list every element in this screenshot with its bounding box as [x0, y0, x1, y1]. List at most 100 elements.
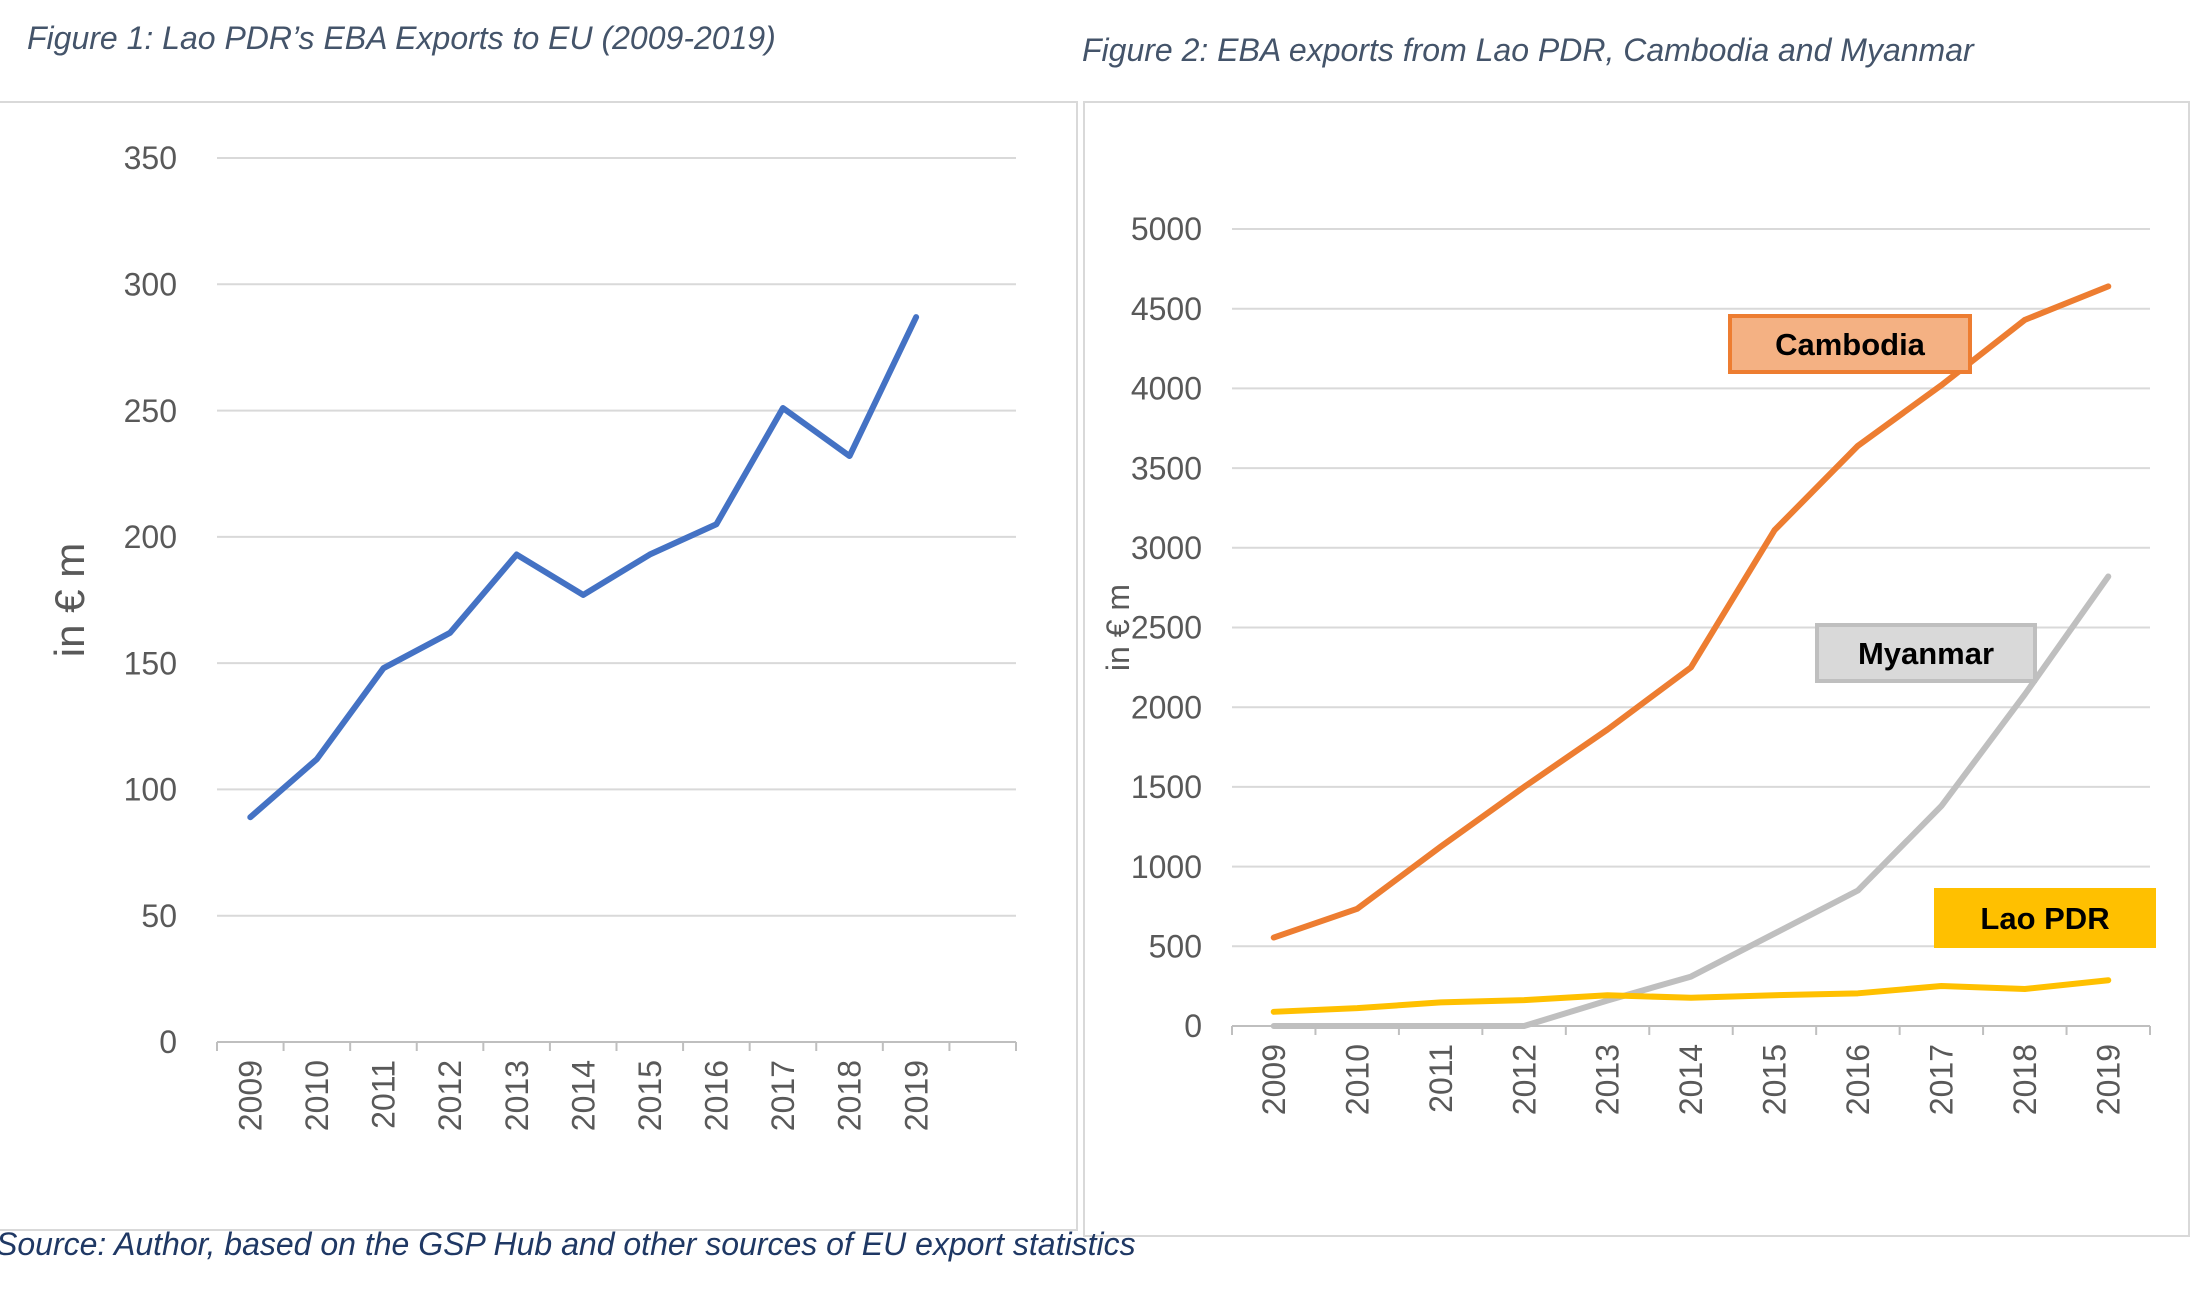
chart2-data-point-lao-pdr [2106, 978, 2111, 983]
chart2-data-point-cambodia [1605, 727, 1610, 732]
chart2-data-point-myanmar [1271, 1024, 1276, 1028]
chart2-xtick-label: 2010 [1339, 1044, 1375, 1115]
chart2-ytick-label: 5000 [1131, 211, 1202, 247]
series-label: Myanmar [1858, 636, 1994, 671]
chart2-xtick-label: 2018 [2007, 1044, 2043, 1115]
chart2-data-point-myanmar [1939, 804, 1944, 809]
chart1-svg: 0 50 100 150 200 250 300 350 2009 2010 2011 2012 201… [46, 140, 1017, 1131]
chart2-data-point-cambodia [2106, 284, 2111, 289]
chart2-series-line-cambodia [1270, 283, 2112, 941]
source-note: Source: Author, based on the GSP Hub and… [0, 1226, 1136, 1262]
chart2-data-point-cambodia [1855, 443, 1860, 448]
chart2-data-point-cambodia [1772, 528, 1777, 533]
chart2-xtick-label: 2017 [1924, 1044, 1960, 1115]
chart1-xtick-label: 2019 [898, 1060, 934, 1131]
chart2-data-point-myanmar [1772, 931, 1777, 936]
figure2-caption: Figure 2: EBA exports from Lao PDR, Camb… [1082, 32, 1974, 68]
chart1-ytick-label: 250 [124, 393, 177, 429]
chart1-frame: 0 50 100 150 200 250 300 350 2009 2010 2011 2012 201… [0, 101, 1078, 1231]
chart2-data-point-lao-pdr [1939, 983, 1944, 988]
chart2-ytick-label: 2500 [1131, 610, 1202, 646]
chart2-xtick-label: 2014 [1673, 1044, 1709, 1115]
chart2-data-point-myanmar [1522, 1024, 1527, 1028]
chart1-xtick-label: 2016 [699, 1060, 735, 1131]
chart1-ytick-label: 300 [124, 266, 177, 302]
chart2-data-point-cambodia [1271, 935, 1276, 940]
chart1-data-point-series [381, 666, 386, 671]
chart2-svg: 0 500 1000 1500 2000 2500 3000 3500 4000 4500 5000… [1100, 211, 2156, 1115]
chart2-ytick-label: 4500 [1131, 291, 1202, 327]
chart2-data-point-myanmar [1438, 1024, 1443, 1028]
chart2-data-point-myanmar [1855, 888, 1860, 893]
chart2-xtick-label: 2009 [1256, 1044, 1292, 1115]
chart2-xtick-label: 2015 [1757, 1044, 1793, 1115]
chart1-ytick-label: 200 [124, 519, 177, 555]
series-label-box [1728, 314, 1972, 374]
chart2-ytick-label: 1000 [1131, 849, 1202, 885]
chart2-data-point-lao-pdr [1355, 1006, 1360, 1011]
chart2-data-point-cambodia [1355, 906, 1360, 911]
chart2-ytick-label: 4000 [1131, 371, 1202, 407]
chart2-data-point-myanmar [1689, 974, 1693, 979]
chart1-xtick-label: 2012 [432, 1060, 468, 1131]
chart1-data-point-series [647, 552, 652, 557]
chart2-y-axis-title: in € m [1100, 584, 1136, 671]
chart1-xtick-label: 2014 [565, 1060, 601, 1131]
chart2-ytick-label: 500 [1149, 929, 1202, 965]
chart2-ytick-label: 2000 [1131, 689, 1202, 725]
chart1-series-line-series [247, 314, 920, 821]
chart2-data-point-myanmar [1355, 1024, 1360, 1028]
chart1-ytick-label: 100 [124, 772, 177, 808]
chart2-ytick-label: 0 [1184, 1008, 1202, 1044]
chart2-data-point-lao-pdr [1689, 995, 1693, 1000]
chart2-xtick-label: 2011 [1423, 1044, 1459, 1113]
chart2-data-point-cambodia [1438, 844, 1443, 849]
chart2-xtick-label: 2013 [1590, 1044, 1626, 1115]
chart2-data-point-lao-pdr [1855, 991, 1860, 996]
chart1-ytick-label: 0 [159, 1024, 177, 1060]
series-label: Lao PDR [1980, 901, 2109, 936]
chart1-xtick-label: 2010 [299, 1060, 335, 1131]
chart2-data-point-cambodia [1522, 784, 1527, 789]
chart2-data-point-lao-pdr [1605, 993, 1610, 998]
chart1-ytick-label: 50 [141, 898, 177, 934]
chart1-data-point-series [248, 815, 253, 820]
chart2-data-point-myanmar [2106, 574, 2111, 579]
chart2-data-point-lao-pdr [1271, 1009, 1276, 1014]
chart1-data-point-series [714, 522, 719, 527]
series-label-box [1815, 623, 2037, 683]
chart1-xtick-label: 2015 [632, 1060, 668, 1131]
chart2-data-point-lao-pdr [1438, 1000, 1443, 1005]
chart1-xtick-label: 2011 [366, 1060, 402, 1129]
chart2-ytick-label: 3500 [1131, 450, 1202, 486]
chart2-data-point-myanmar [2022, 692, 2027, 697]
chart2-ytick-label: 3000 [1131, 530, 1202, 566]
chart2-data-point-lao-pdr [1522, 998, 1527, 1003]
chart1-xtick-label: 2018 [832, 1060, 868, 1131]
figure1-caption: Figure 1: Lao PDR’s EBA Exports to EU (2… [27, 20, 776, 56]
chart1-y-axis-title: in € m [46, 543, 93, 657]
chart2-data-point-cambodia [2022, 317, 2027, 322]
chart1-data-point-series [847, 454, 852, 459]
series-label-box [1934, 888, 2156, 948]
chart1-data-point-series [448, 630, 453, 635]
chart1-data-point-series [914, 315, 919, 320]
chart1-xtick-label: 2013 [499, 1060, 535, 1131]
chart1-xtick-label: 2017 [765, 1060, 801, 1131]
chart1-data-point-series [780, 406, 785, 411]
chart2-xtick-label: 2016 [1840, 1044, 1876, 1115]
chart1-data-point-series [314, 757, 319, 762]
chart1-data-point-series [581, 592, 586, 597]
chart2-data-point-lao-pdr [1772, 993, 1777, 998]
chart1-ytick-label: 150 [124, 645, 177, 681]
chart1-xtick-label: 2009 [232, 1060, 268, 1131]
chart2-data-point-cambodia [1939, 383, 1944, 388]
chart2-data-point-cambodia [1689, 665, 1693, 670]
chart2-data-point-myanmar [1605, 998, 1610, 1003]
chart2-xtick-label: 2019 [2090, 1044, 2126, 1115]
chart1-ytick-label: 350 [124, 140, 177, 176]
chart2-data-point-lao-pdr [2022, 987, 2027, 992]
series-label: Cambodia [1775, 327, 1926, 362]
chart2-frame: 0 500 1000 1500 2000 2500 3000 3500 4000 4500 5000… [1083, 101, 2190, 1237]
chart2-ytick-label: 1500 [1131, 769, 1202, 805]
